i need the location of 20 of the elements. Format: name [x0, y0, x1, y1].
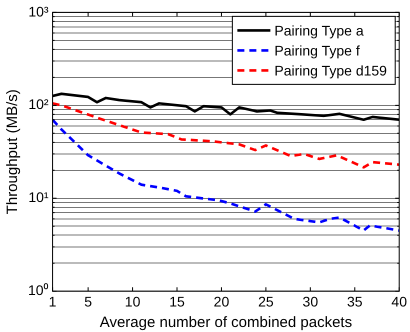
x-tick-label: 5	[84, 293, 92, 310]
y-tick-label: 10¹	[28, 189, 49, 206]
y-tick-label: 10³	[28, 3, 49, 20]
x-tick-label: 15	[169, 293, 186, 310]
legend-label: Pairing Type a	[274, 22, 364, 38]
x-tick-label: 10	[124, 293, 141, 310]
x-tick-label: 30	[302, 293, 318, 310]
x-tick-label: 35	[346, 293, 363, 310]
line-series	[52, 118, 400, 232]
legend-label: Pairing Type f	[274, 42, 360, 58]
x-tick-label: 40	[391, 293, 408, 310]
y-axis-title: Throughput (MB/s)	[4, 89, 22, 214]
y-tick-label: 10⁰	[28, 282, 49, 298]
legend-label: Pairing Type d159	[274, 62, 388, 78]
line-series	[52, 102, 400, 169]
x-tick-label: 20	[214, 293, 230, 310]
x-tick-label: 25	[258, 293, 274, 310]
x-tick-label: 1	[48, 293, 57, 310]
y-tick-label: 10²	[28, 96, 49, 112]
x-axis-title: Average number of combined packets	[100, 314, 352, 332]
